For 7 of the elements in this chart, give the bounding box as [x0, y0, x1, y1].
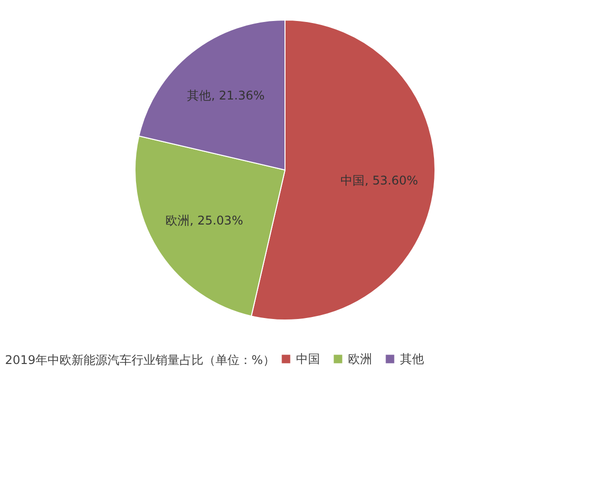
data-label: 其他, 21.36%: [187, 88, 265, 103]
data-label: 欧洲, 25.03%: [166, 213, 244, 228]
legend-title: 2019年中欧新能源汽车行业销量占比（单位：%）: [5, 353, 275, 367]
legend-label: 其他: [400, 352, 424, 366]
data-label: 中国, 53.60%: [340, 174, 418, 188]
legend-label: 欧洲: [348, 352, 372, 366]
legend-label: 中国: [296, 352, 320, 366]
